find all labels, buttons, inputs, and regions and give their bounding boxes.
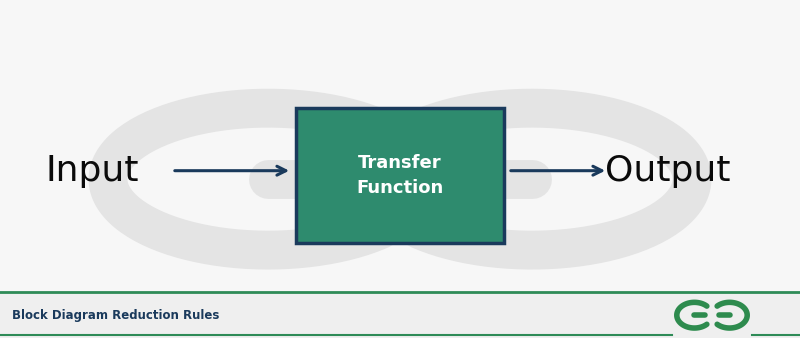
- Text: Output: Output: [606, 154, 730, 188]
- Text: Transfer
Function: Transfer Function: [356, 154, 444, 197]
- Bar: [296, 108, 504, 243]
- Text: Input: Input: [46, 154, 138, 188]
- Text: Block Diagram Reduction Rules: Block Diagram Reduction Rules: [12, 309, 219, 322]
- Bar: [0, 292, 800, 338]
